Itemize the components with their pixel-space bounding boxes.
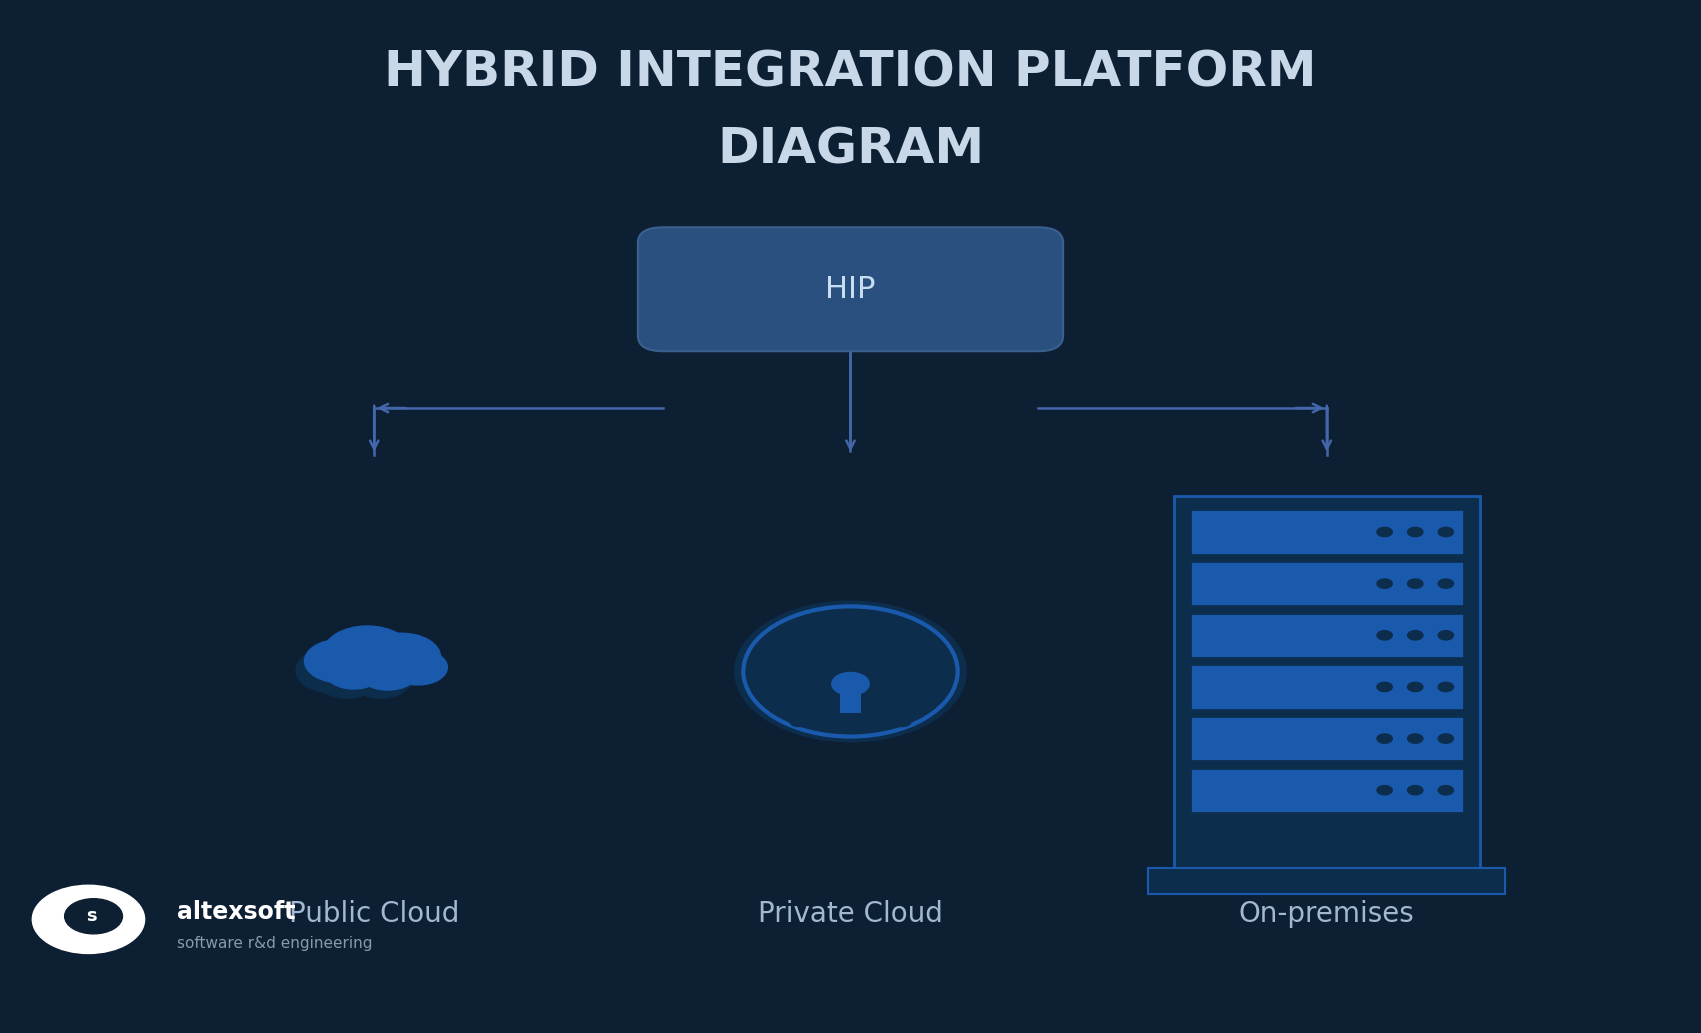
Circle shape	[832, 672, 869, 695]
FancyBboxPatch shape	[1191, 769, 1463, 812]
Text: Public Cloud: Public Cloud	[289, 900, 459, 929]
Circle shape	[832, 652, 900, 693]
Text: s: s	[87, 907, 97, 926]
Circle shape	[1437, 527, 1453, 537]
Circle shape	[1376, 785, 1391, 795]
Circle shape	[735, 601, 966, 742]
Circle shape	[774, 637, 852, 685]
Text: HYBRID INTEGRATION PLATFORM: HYBRID INTEGRATION PLATFORM	[384, 49, 1317, 96]
Circle shape	[1407, 630, 1422, 639]
Circle shape	[361, 648, 429, 689]
FancyBboxPatch shape	[1148, 868, 1505, 894]
Circle shape	[352, 663, 410, 698]
Circle shape	[1437, 785, 1453, 795]
Circle shape	[325, 654, 383, 689]
FancyBboxPatch shape	[1191, 614, 1463, 657]
Text: Private Cloud: Private Cloud	[759, 900, 942, 929]
Circle shape	[837, 630, 924, 683]
FancyBboxPatch shape	[1174, 496, 1480, 868]
FancyBboxPatch shape	[1191, 510, 1463, 554]
Circle shape	[868, 649, 930, 687]
Circle shape	[1407, 527, 1422, 537]
Circle shape	[794, 623, 891, 682]
Text: HIP: HIP	[825, 275, 876, 304]
FancyBboxPatch shape	[840, 690, 861, 713]
Circle shape	[323, 626, 412, 680]
Circle shape	[789, 663, 852, 702]
FancyBboxPatch shape	[1191, 562, 1463, 605]
FancyBboxPatch shape	[789, 671, 912, 727]
FancyBboxPatch shape	[1191, 717, 1463, 760]
Circle shape	[1376, 733, 1391, 744]
Circle shape	[1437, 733, 1453, 744]
Circle shape	[32, 885, 145, 953]
Circle shape	[296, 648, 371, 693]
Circle shape	[1376, 527, 1391, 537]
FancyBboxPatch shape	[638, 227, 1063, 351]
Circle shape	[1407, 733, 1422, 744]
Circle shape	[1407, 578, 1422, 588]
Circle shape	[357, 653, 418, 690]
Circle shape	[764, 647, 847, 696]
Circle shape	[320, 639, 408, 693]
Circle shape	[827, 663, 890, 702]
Circle shape	[835, 647, 910, 692]
Circle shape	[1376, 682, 1391, 692]
Text: DIAGRAM: DIAGRAM	[716, 126, 985, 174]
Circle shape	[1376, 630, 1391, 639]
Circle shape	[362, 633, 441, 681]
Circle shape	[390, 650, 447, 685]
Text: altexsoft: altexsoft	[177, 900, 296, 925]
Circle shape	[1407, 785, 1422, 795]
FancyBboxPatch shape	[1191, 665, 1463, 709]
Circle shape	[1437, 578, 1453, 588]
Circle shape	[1376, 578, 1391, 588]
Circle shape	[304, 639, 376, 683]
Circle shape	[1407, 682, 1422, 692]
Circle shape	[318, 663, 376, 698]
Circle shape	[65, 899, 122, 934]
Circle shape	[796, 653, 859, 692]
Text: On-premises: On-premises	[1238, 900, 1415, 929]
Circle shape	[1437, 630, 1453, 639]
Text: software r&d engineering: software r&d engineering	[177, 936, 373, 950]
Circle shape	[791, 637, 888, 696]
Circle shape	[1437, 682, 1453, 692]
